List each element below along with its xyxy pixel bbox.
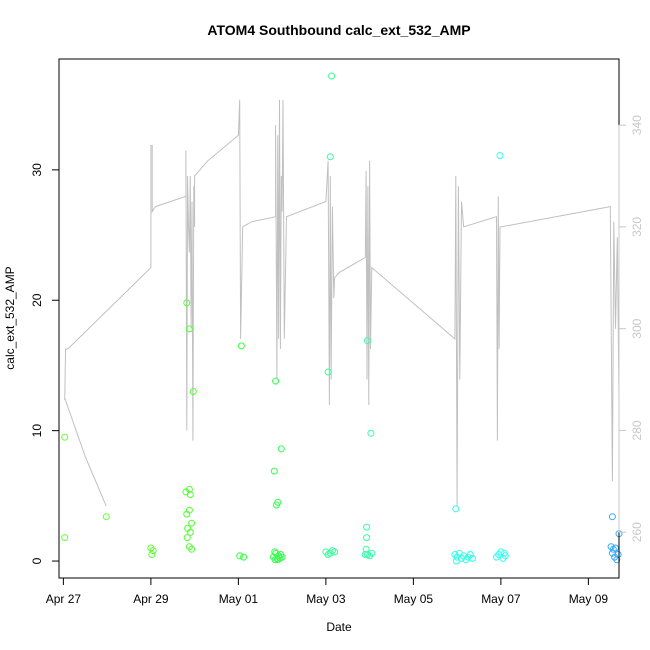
data-point — [237, 342, 245, 350]
data-point — [272, 377, 280, 385]
y-tick-label: 30 — [30, 163, 44, 177]
data-point — [183, 299, 191, 307]
data-point — [331, 548, 339, 556]
y-axis-label: calc_ext_532_AMP — [3, 266, 17, 369]
data-point — [271, 548, 279, 556]
data-point — [496, 152, 504, 159]
data-point — [460, 552, 468, 560]
data-point — [188, 545, 196, 553]
right-axis-series-line — [64, 99, 620, 507]
left-axis-series-line — [64, 397, 107, 507]
x-tick-label: May 05 — [394, 592, 434, 606]
y2-tick-label: 260 — [630, 522, 644, 542]
y2-tick-label: 340 — [630, 115, 644, 135]
data-point — [278, 553, 286, 561]
x-axis-label: Date — [326, 620, 352, 634]
data-point — [367, 429, 375, 437]
data-point — [186, 528, 194, 536]
data-point — [363, 534, 371, 542]
data-point — [185, 506, 193, 514]
data-point — [452, 557, 460, 565]
x-tick-label: May 03 — [306, 592, 346, 606]
data-point — [497, 548, 505, 556]
data-point — [324, 368, 332, 376]
data-point — [61, 534, 69, 542]
y-axis: 0 10 20 30 — [30, 163, 60, 564]
data-point — [102, 513, 110, 521]
data-point — [500, 549, 508, 557]
data-point — [453, 553, 461, 561]
data-point — [185, 485, 193, 493]
data-point — [361, 551, 369, 558]
data-point — [188, 519, 196, 527]
x-tick-label: May 09 — [569, 592, 609, 606]
data-point — [183, 534, 191, 542]
data-point — [613, 556, 621, 564]
reference-line-layer — [64, 99, 620, 507]
data-point — [274, 498, 282, 506]
data-point — [61, 433, 69, 441]
x-tick-label: May 01 — [219, 592, 259, 606]
y-tick-label: 0 — [30, 557, 44, 564]
y-axis-right: 260 280 300 320 340 — [618, 115, 644, 542]
y-tick-label: 20 — [30, 293, 44, 307]
data-point — [368, 549, 376, 557]
data-point — [466, 551, 474, 558]
y-tick-label: 10 — [30, 424, 44, 438]
x-tick-label: May 07 — [481, 592, 521, 606]
chart-title: ATOM4 Southbound calc_ext_532_AMP — [207, 22, 470, 38]
data-point — [363, 523, 371, 531]
data-point — [236, 552, 244, 560]
data-point — [186, 491, 194, 498]
data-point — [149, 547, 157, 555]
data-point — [189, 388, 197, 395]
points-layer — [61, 72, 623, 565]
data-point — [277, 445, 285, 453]
y2-tick-label: 320 — [630, 217, 644, 237]
y2-tick-label: 280 — [630, 420, 644, 440]
data-point — [362, 545, 370, 553]
data-point — [452, 505, 460, 513]
x-tick-label: Apr 29 — [133, 592, 169, 606]
data-point — [614, 551, 622, 558]
data-point — [326, 153, 334, 161]
data-point — [185, 325, 193, 333]
data-point — [271, 556, 279, 564]
data-point — [328, 72, 336, 80]
y2-tick-label: 300 — [630, 318, 644, 338]
data-point — [240, 553, 248, 561]
x-axis: Apr 27 Apr 29 May 01 May 03 May 05 May 07 May … — [46, 577, 609, 606]
data-point — [270, 467, 278, 475]
x-tick-label: Apr 27 — [46, 592, 82, 606]
data-point — [148, 551, 156, 558]
data-point — [608, 513, 616, 521]
plot-frame — [58, 58, 620, 579]
data-point — [468, 554, 476, 562]
data-point — [363, 337, 371, 345]
